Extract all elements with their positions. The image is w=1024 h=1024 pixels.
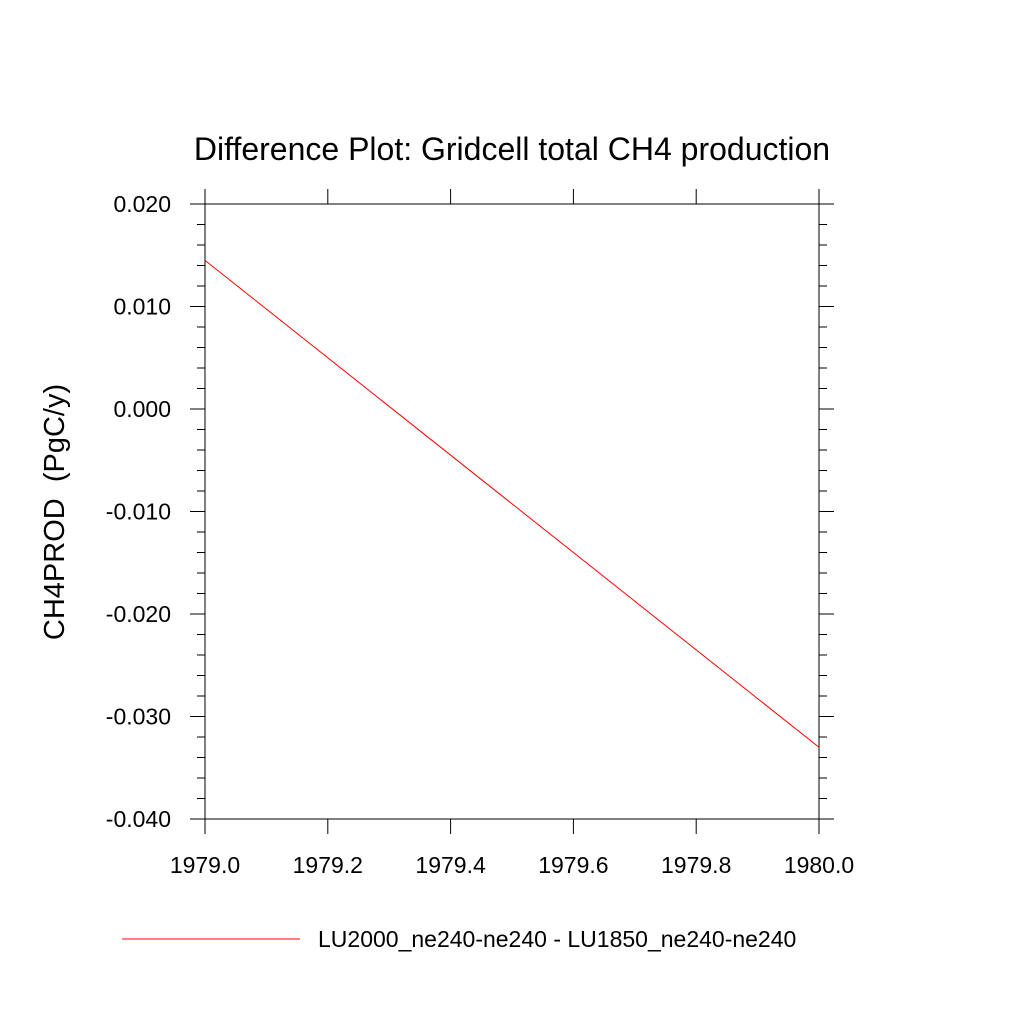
x-tick-label: 1979.2 <box>293 852 363 878</box>
series-line-0 <box>204 259 820 748</box>
x-tick-label: 1979.6 <box>538 852 608 878</box>
x-tick-label: 1979.8 <box>661 852 731 878</box>
minor-ticks <box>197 203 827 820</box>
x-tick-label: 1980.0 <box>784 852 854 878</box>
y-tick-label: -0.030 <box>106 704 171 730</box>
y-tick-labels: 0.020 0.010 0.000 -0.010 -0.020 -0.030 -0.040 <box>106 191 171 832</box>
x-tick-label: 1979.4 <box>415 852 486 878</box>
legend: LU2000_ne240-ne240 - LU1850_ne240-ne240 <box>122 926 796 952</box>
y-tick-label: -0.010 <box>106 499 171 525</box>
x-tick-label: 1979.0 <box>170 852 240 878</box>
y-tick-label: -0.020 <box>106 601 171 627</box>
y-tick-label: -0.040 <box>106 806 171 832</box>
y-axis-label: CH4PROD (PgC/y) <box>39 384 71 640</box>
legend-label: LU2000_ne240-ne240 - LU1850_ne240-ne240 <box>318 926 796 952</box>
y-tick-label: 0.000 <box>113 396 171 422</box>
x-tick-labels: 1979.0 1979.2 1979.4 1979.6 1979.8 1980.0 <box>170 852 854 878</box>
series-lines <box>204 259 820 748</box>
y-tick-label: 0.020 <box>113 191 171 217</box>
major-ticks <box>190 189 834 834</box>
plot-frame <box>204 203 820 820</box>
y-tick-label: 0.010 <box>113 294 171 320</box>
chart-title: Difference Plot: Gridcell total CH4 prod… <box>194 131 830 167</box>
